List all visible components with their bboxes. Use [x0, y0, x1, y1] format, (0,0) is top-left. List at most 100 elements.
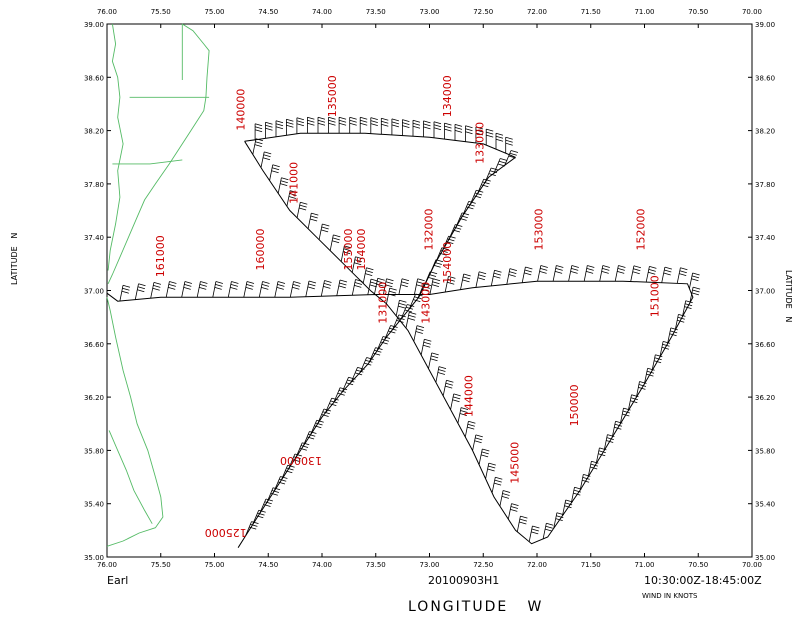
wind-barb-flag [349, 122, 357, 126]
wind-barb-flag [691, 292, 700, 296]
wind-barb-flag [494, 479, 502, 483]
wind-barb-flag [355, 279, 363, 282]
wind-barb-flag [439, 252, 447, 256]
wind-barb-flag [606, 440, 614, 443]
wind-barb-flag [461, 212, 470, 216]
wind-barb-flag [431, 352, 439, 356]
lon-tick-label-top: 74.00 [312, 8, 332, 16]
wind-barb-flag [685, 300, 693, 304]
time-label: 140000 [235, 89, 248, 131]
wind-barb-flag [370, 281, 378, 285]
wind-barb-staff [645, 266, 650, 283]
wind-barb-flag [292, 286, 300, 290]
wind-barb-flag [254, 123, 263, 127]
wind-barb-flag [437, 372, 446, 375]
wind-barb-flag [404, 309, 413, 313]
wind-barb-flag [300, 445, 309, 448]
wind-barb-flag [475, 434, 483, 438]
wind-barb-flag [396, 320, 404, 323]
wind-barb-flag [444, 125, 452, 129]
wind-barb-flag [365, 359, 373, 363]
wind-barb-flag [452, 399, 460, 403]
wind-barb-staff [274, 281, 279, 298]
wind-barb-staff [442, 380, 447, 396]
time-label: 132000 [423, 209, 436, 251]
wind-barb-flag [263, 154, 271, 158]
wind-barb-flag [663, 272, 671, 276]
lon-tick-label-bottom: 74.50 [258, 561, 278, 569]
wind-barb-flag [434, 262, 442, 265]
wind-barb-flag [308, 283, 316, 287]
wind-barb-flag [317, 119, 326, 123]
wind-barb-staff [134, 283, 139, 300]
wind-barb-staff [457, 407, 462, 424]
wind-barb-flag [231, 281, 239, 284]
wind-barb-flag [452, 396, 461, 400]
lon-tick-label-top: 76.00 [97, 8, 117, 16]
wind-barb-flag [618, 265, 626, 268]
wind-barb-flag [465, 125, 473, 129]
flight-track [106, 132, 694, 548]
wind-barb-flag [254, 144, 262, 147]
wind-barb-flag [257, 512, 265, 516]
wind-barb-flag [622, 413, 630, 417]
wind-barb-staff [689, 272, 693, 289]
wind-barb-flag [586, 268, 594, 271]
wind-barb-flag [263, 504, 271, 507]
wind-barb-staff [619, 408, 624, 424]
wind-barb-flag [376, 280, 385, 284]
wind-barb-staff [212, 281, 217, 298]
wind-barb-staff [165, 281, 170, 298]
wind-barb-flag [256, 515, 264, 519]
wind-barb-flag [385, 284, 393, 288]
wind-barb-flag [614, 426, 622, 430]
wind-barb-staff [528, 525, 533, 542]
wind-barb-staff [383, 278, 387, 295]
wind-barb-flag [280, 476, 288, 479]
wind-barb-flag [670, 327, 678, 331]
y-axis-title: LATITUDE N [10, 232, 19, 285]
wind-barb-staff [423, 271, 431, 287]
wind-barb-flag [430, 358, 438, 362]
wind-barb-flag [308, 280, 317, 284]
wind-barb-flag [152, 287, 160, 291]
wind-barb-flag [599, 447, 607, 451]
wind-barb-flag [402, 125, 410, 128]
wind-barb-flag [261, 284, 270, 287]
wind-barb-flag [413, 299, 421, 302]
wind-barb-flag [275, 126, 284, 130]
wind-barb-flag [475, 126, 484, 130]
wind-barb-flag [153, 285, 161, 288]
lat-tick-label-right: 35.40 [755, 501, 775, 509]
wind-barb-flag [630, 400, 638, 404]
wind-barb-flag [480, 454, 489, 458]
lon-tick-label-bottom: 75.50 [151, 561, 171, 569]
lat-tick-label-left: 36.60 [84, 341, 104, 349]
wind-barb-flag [524, 269, 532, 273]
wind-barb-flag [664, 269, 672, 273]
wind-barb-flag [585, 271, 594, 274]
wind-barb-staff [614, 265, 619, 282]
wind-barb-flag [467, 203, 475, 207]
lat-tick-label-right: 37.80 [755, 181, 775, 189]
wind-barb-flag [509, 268, 518, 271]
wind-barb-flag [474, 192, 483, 196]
time-label: 130000 [280, 454, 322, 467]
lon-tick-label-top: 70.00 [742, 8, 762, 16]
wind-barb-flag [433, 124, 442, 128]
wind-barb-staff [682, 300, 687, 317]
wind-barb-staff [269, 164, 274, 181]
wind-barb-staff [464, 421, 469, 437]
wind-barb-flag [423, 126, 431, 130]
wind-barb-flag [488, 465, 496, 469]
wind-barb-flag [287, 464, 295, 468]
wind-barb-flag [408, 314, 416, 318]
coast-segment [107, 23, 210, 284]
wind-barb-flag [265, 124, 273, 128]
wind-barb-flag [375, 347, 383, 350]
wind-barb-staff [318, 223, 323, 240]
wind-barb-flag [258, 509, 266, 513]
wind-barb-flag [255, 138, 264, 142]
wind-barb-staff [450, 393, 455, 410]
wind-barb-flag [400, 284, 408, 288]
